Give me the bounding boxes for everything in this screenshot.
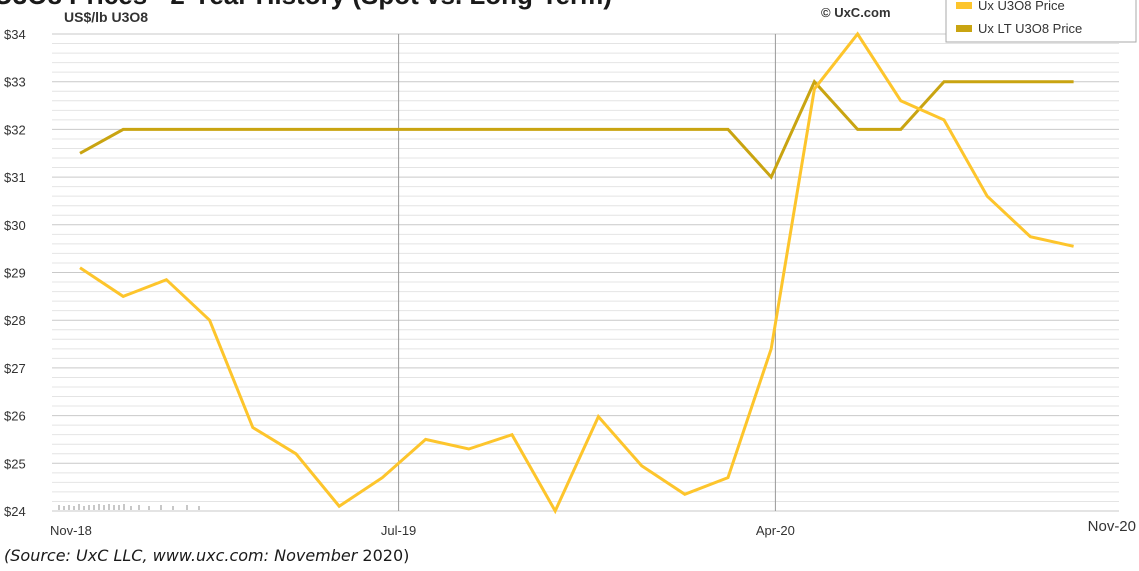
major-gridlines: [52, 33, 1119, 512]
copyright-text: © UxC.com: [821, 5, 891, 20]
source-caption: (Source: UxC LLC, www.uxc.com: November …: [4, 546, 409, 565]
corner-marks: [58, 504, 200, 510]
x-axis-tick-labels: Nov-18 Jul-19 Apr-20 Nov-20: [50, 518, 1136, 538]
legend-label-spot: Ux U3O8 Price: [978, 0, 1065, 13]
x-tick-label: Nov-20: [1088, 518, 1136, 535]
series-line-spot: [79, 31, 1074, 515]
y-tick-label: $31: [4, 170, 26, 185]
series-lines: [79, 31, 1074, 515]
y-tick-label: $28: [4, 313, 26, 328]
source-caption-year: 2020): [357, 546, 410, 565]
x-tick-label: Jul-19: [381, 523, 416, 538]
y-tick-label: $26: [4, 409, 26, 424]
y-tick-label: $29: [4, 266, 26, 281]
y-tick-label: $32: [4, 122, 26, 137]
y-tick-label: $34: [4, 27, 26, 42]
chart-title: U3O8 Prices - 2-Year History (Spot vs. L…: [0, 0, 612, 10]
x-tick-label: Apr-20: [756, 523, 795, 538]
y-axis-label: US$/lb U3O8: [64, 9, 148, 25]
y-tick-label: $33: [4, 75, 26, 90]
series-line-long-term: [79, 78, 1074, 180]
y-axis-tick-labels: $24 $25 $26 $27 $28 $29 $30 $31 $32 $33 $34: [4, 27, 26, 519]
price-chart: $24 $25 $26 $27 $28 $29 $30 $31 $32 $33 $34 Nov-18…: [0, 0, 1137, 538]
y-tick-label: $24: [4, 504, 26, 519]
y-tick-label: $25: [4, 456, 26, 471]
legend: Ux U3O8 Price Ux LT U3O8 Price: [945, 0, 1137, 43]
y-tick-label: $27: [4, 361, 26, 376]
legend-swatch-spot: [956, 2, 972, 9]
y-tick-label: $30: [4, 218, 26, 233]
legend-label-long-term: Ux LT U3O8 Price: [978, 21, 1082, 36]
minor-gridlines: [52, 43, 1119, 502]
x-tick-label: Nov-18: [50, 523, 92, 538]
legend-box: [945, 0, 1137, 43]
legend-swatch-long-term: [956, 25, 972, 32]
source-caption-italic: (Source: UxC LLC, www.uxc.com: November: [4, 546, 358, 565]
vertical-dividers: [398, 34, 776, 511]
